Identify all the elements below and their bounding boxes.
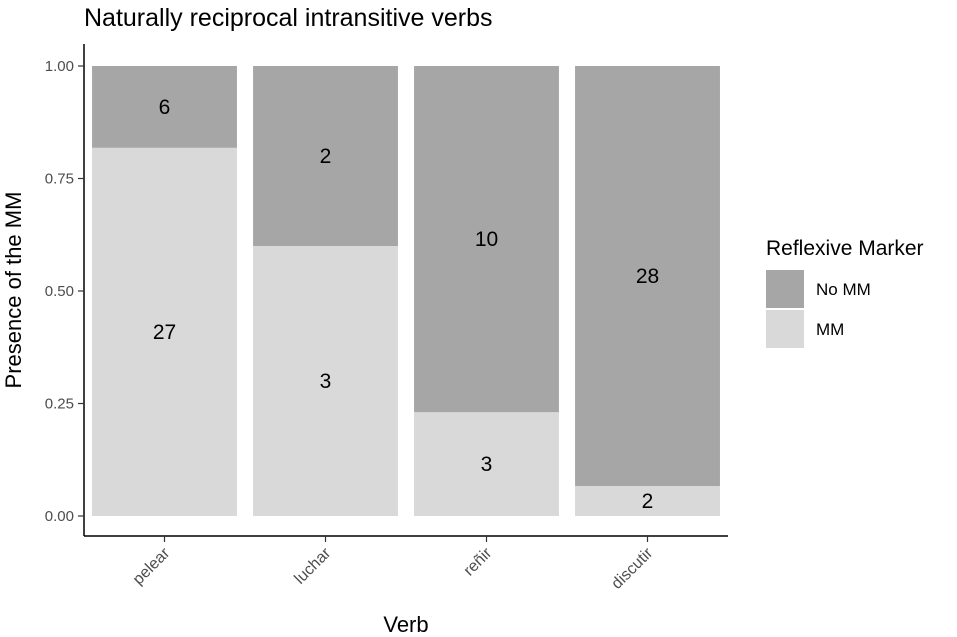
y-tick-label: 0.25	[45, 396, 74, 413]
y-axis-ticks: 0.00 0.25 0.50 0.75 1.00	[45, 58, 84, 525]
bar-reñir-no-mm	[414, 66, 559, 413]
data-label: 3	[481, 453, 493, 476]
data-label: 2	[642, 490, 654, 513]
data-label: 27	[153, 321, 176, 344]
bar-luchar-no-mm	[253, 66, 398, 246]
data-label: 6	[159, 96, 171, 119]
x-tick-label: reñir	[461, 544, 496, 579]
data-label: 28	[636, 265, 659, 288]
plot-area: 27 6 3 2 3 10 2 28	[92, 66, 720, 516]
data-label: 2	[320, 145, 332, 168]
y-tick-label: 1.00	[45, 58, 74, 75]
legend: Reflexive Marker No MM MM	[766, 237, 924, 348]
legend-label: No MM	[816, 280, 871, 299]
y-tick-label: 0.75	[45, 171, 74, 188]
bar-discutir-no-mm	[575, 66, 720, 486]
data-label: 10	[475, 228, 498, 251]
y-tick-label: 0.00	[45, 508, 74, 525]
legend-label: MM	[816, 320, 844, 339]
x-axis-ticks: pelear luchar reñir discutir	[130, 536, 657, 593]
legend-key-no-mm	[766, 270, 804, 308]
bar-pelear-no-mm	[92, 66, 237, 148]
y-axis-title: Presence of the MM	[1, 192, 26, 389]
bar-reñir-mm	[414, 412, 559, 516]
bar-discutir-mm	[575, 486, 720, 516]
legend-key-mm	[766, 310, 804, 348]
chart-title: Naturally reciprocal intransitive verbs	[84, 4, 492, 32]
y-tick-label: 0.50	[45, 283, 74, 300]
bar-pelear-mm	[92, 147, 237, 516]
x-tick-label: pelear	[130, 544, 174, 588]
x-axis-title: Verb	[383, 612, 428, 637]
legend-title: Reflexive Marker	[766, 237, 924, 260]
data-label: 3	[320, 370, 332, 393]
x-tick-label: discutir	[608, 544, 656, 592]
bar-luchar-mm	[253, 246, 398, 516]
x-tick-label: luchar	[291, 544, 334, 587]
